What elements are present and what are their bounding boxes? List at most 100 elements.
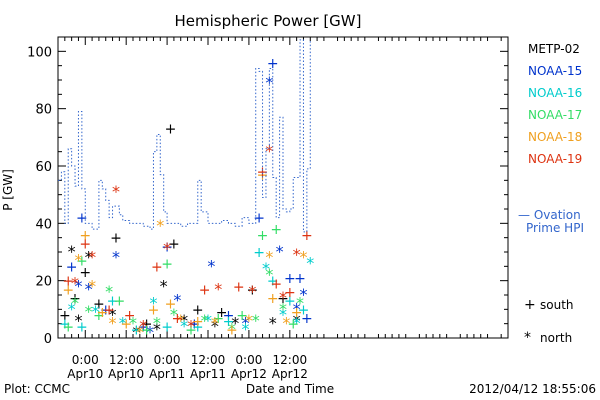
hpi-legend-line1: — Ovation (518, 208, 581, 222)
marker-legend-north-glyph: * (524, 330, 531, 346)
data-point-noaa-17: + (76, 254, 88, 270)
data-point-noaa-17: * (252, 311, 260, 330)
data-point-noaa-15: + (188, 317, 200, 333)
data-point-noaa-18: * (245, 311, 253, 330)
data-point-noaa-17: + (141, 322, 153, 338)
legend-entry-metp-02: METP-02 (528, 42, 580, 56)
data-point-noaa-15: + (161, 239, 173, 255)
data-point-noaa-19: * (112, 182, 120, 201)
data-point-noaa-18: + (165, 297, 177, 313)
data-point-noaa-18: * (74, 251, 82, 270)
data-point-noaa-16: * (92, 302, 100, 321)
data-point-noaa-19: + (171, 311, 183, 327)
x-tick-label-time: 0:00 (154, 353, 181, 367)
data-point-noaa-17: + (257, 228, 269, 244)
data-point-noaa-17: * (129, 314, 137, 333)
data-point-noaa-16: + (59, 317, 71, 333)
data-point-noaa-18: * (211, 314, 219, 333)
data-point-metp-02: + (93, 297, 105, 313)
legend: — Ovation Prime HPI + south * north METP… (518, 42, 584, 346)
legend-entry-noaa-16: NOAA-16 (528, 86, 582, 100)
marker-legend-north-label: north (540, 331, 572, 345)
data-point-noaa-17: * (279, 299, 287, 318)
data-point-noaa-16: + (131, 322, 143, 338)
data-point-noaa-18: * (156, 216, 164, 235)
legend-entry-noaa-18: NOAA-18 (528, 130, 582, 144)
data-point-metp-02: * (74, 311, 82, 330)
data-point-noaa-17: + (236, 308, 248, 324)
axes: 0204060801000:00Apr1012:00Apr100:00Apr11… (27, 36, 509, 381)
data-point-noaa-17: + (287, 317, 299, 333)
data-point-noaa-19: + (103, 302, 115, 318)
data-point-noaa-15: + (294, 271, 306, 287)
data-point-metp-02: + (141, 317, 153, 333)
data-point-metp-02: + (59, 308, 71, 324)
data-point-noaa-17: + (161, 256, 173, 272)
y-tick-label: 100 (27, 45, 52, 60)
footer-right: 2012/04/12 18:55:06 (469, 382, 596, 396)
data-point-noaa-19: + (62, 274, 74, 290)
data-point-noaa-16: + (284, 294, 296, 310)
data-point-noaa-16: + (76, 320, 88, 336)
data-point-metp-02: + (216, 305, 228, 321)
data-point-metp-02: + (110, 231, 122, 247)
data-point-noaa-15: * (85, 279, 93, 298)
data-point-metp-02: * (293, 311, 301, 330)
x-tick-label-date: Apr10 (67, 367, 103, 381)
data-point-noaa-15: + (100, 302, 112, 318)
x-tick-label-time: 12:00 (273, 353, 308, 367)
data-point-noaa-15: * (242, 314, 250, 333)
data-series: +*+*+*+*+* + *+*+*+*+*+*+*+*+*+*+*+*+*+ *+*… (58, 39, 314, 341)
data-point-noaa-19: + (270, 277, 282, 293)
y-axis-label: P [GW] (1, 169, 15, 211)
y-tick-label: 40 (35, 217, 52, 232)
data-point-noaa-17: * (228, 319, 236, 338)
data-point-noaa-15: * (276, 242, 284, 261)
data-point-noaa-18: + (192, 314, 204, 330)
data-point-noaa-16: * (306, 253, 314, 272)
data-point-noaa-16: * (279, 305, 287, 324)
data-point-metp-02: + (168, 236, 180, 252)
data-point-noaa-19: * (214, 279, 222, 298)
data-point-noaa-18: + (148, 302, 160, 318)
chart-title: Hemispheric Power [GW] (175, 12, 362, 30)
x-tick-label-date: Apr11 (190, 367, 226, 381)
data-point-metp-02: * (153, 319, 161, 338)
x-tick-label-time: 0:00 (72, 353, 99, 367)
data-point-noaa-17: * (71, 294, 79, 313)
x-tick-label-time: 12:00 (191, 353, 226, 367)
data-point-metp-02: + (192, 302, 204, 318)
x-axis-label: Date and Time (246, 382, 334, 396)
data-point-metp-02: * (109, 305, 117, 324)
y-tick-label: 80 (35, 103, 52, 118)
x-tick-label-date: Apr12 (231, 367, 267, 381)
data-point-noaa-16: + (192, 320, 204, 336)
data-point-noaa-19: * (248, 282, 256, 301)
data-point-noaa-19: * (163, 239, 171, 258)
data-point-noaa-19: + (151, 259, 163, 275)
data-point-metp-02: * (132, 322, 140, 341)
y-tick-label: 60 (35, 160, 52, 175)
data-point-noaa-16: + (253, 245, 265, 261)
data-point-noaa-16: * (180, 317, 188, 336)
data-point-noaa-19: + (284, 285, 296, 301)
data-point-noaa-18: + (226, 322, 238, 338)
data-point-noaa-18: * (282, 314, 290, 333)
data-point-noaa-17: * (265, 265, 273, 284)
data-point-noaa-16: + (298, 302, 310, 318)
data-point-noaa-15: + (66, 259, 78, 275)
data-point-noaa-15: + (284, 271, 296, 287)
data-point-metp-02: + (69, 291, 81, 307)
data-point-noaa-17: * (201, 311, 209, 330)
data-point-noaa-17: * (85, 302, 93, 321)
data-point-noaa-16: + (161, 320, 173, 336)
data-point-metp-02: * (85, 248, 93, 267)
data-point-noaa-19: + (301, 228, 313, 244)
data-point-noaa-19: * (71, 274, 79, 293)
data-point-noaa-18: + (62, 282, 74, 298)
legend-entry-noaa-15: NOAA-15 (528, 64, 582, 78)
data-point-noaa-15: + (76, 211, 88, 227)
data-point-noaa-16: + (223, 314, 235, 330)
data-point-noaa-15: * (207, 256, 215, 275)
data-point-noaa-18: + (257, 168, 269, 184)
